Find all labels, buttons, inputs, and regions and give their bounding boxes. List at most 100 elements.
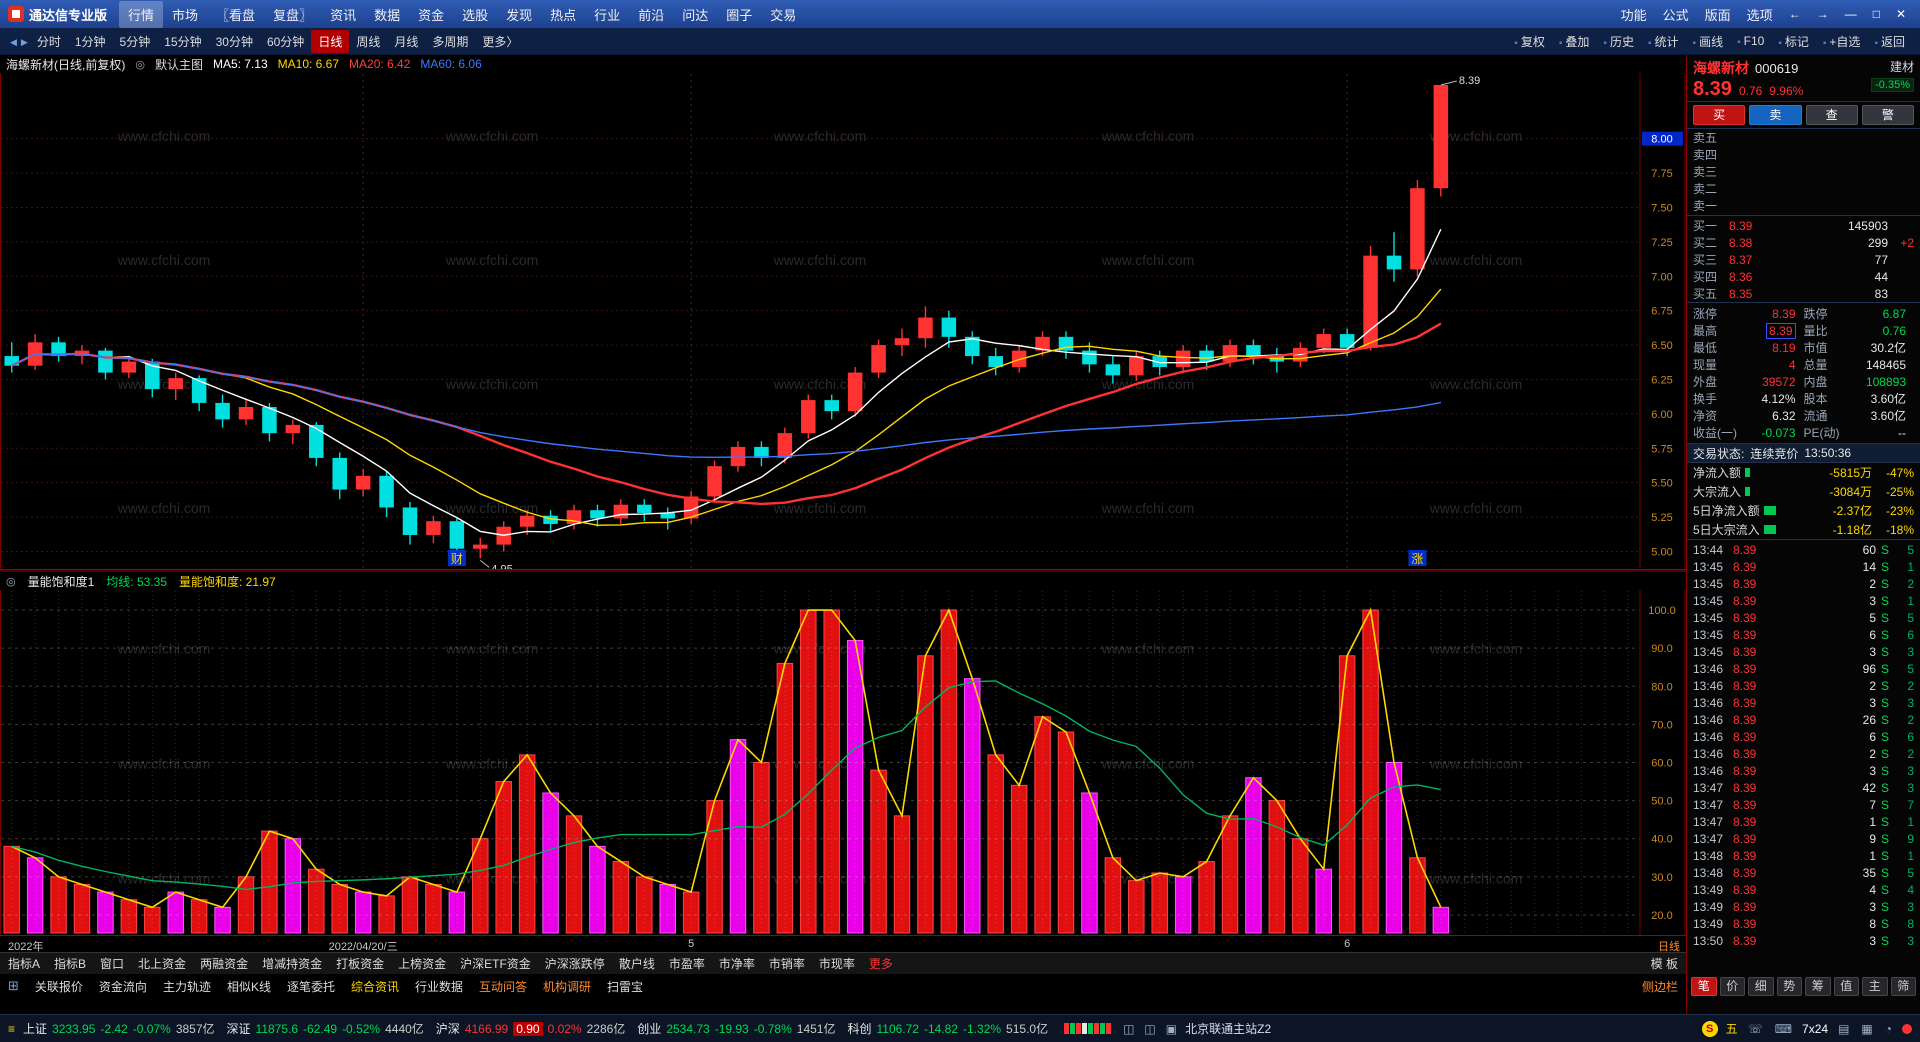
buy-button[interactable]: 买 [1693, 105, 1746, 125]
info-tab-2[interactable]: 主力轨迹 [162, 979, 211, 994]
index-上证[interactable]: 上证 3233.95 -2.42 -0.07% 3857亿 [23, 1020, 215, 1037]
menu-item-12[interactable]: 问达 [682, 7, 709, 23]
toolbar-button-1[interactable]: 叠加 [1552, 30, 1597, 53]
indicator-tab-14[interactable]: 市现率 [818, 957, 855, 971]
info-tab-7[interactable]: 互动问答 [479, 979, 528, 994]
menu-right-item-3[interactable]: 选项 [1746, 7, 1773, 23]
indicator-tab-3[interactable]: 北上资金 [138, 957, 187, 971]
menu-item-2[interactable]: 〖看盘 [216, 7, 256, 23]
indicator-tab-5[interactable]: 增减持资金 [262, 957, 323, 971]
order-book-ask-row[interactable]: 卖二 [1687, 180, 1920, 197]
period-tab-10[interactable]: 更多〉 [482, 34, 519, 49]
wu-badge[interactable]: 五 [1725, 1022, 1738, 1036]
toolbar-button-7[interactable]: +自选 [1816, 30, 1868, 53]
panel-a-icon[interactable]: ▤ [1838, 1021, 1850, 1036]
info-tab-0[interactable]: 关联报价 [34, 979, 83, 994]
sell-button[interactable]: 卖 [1749, 105, 1802, 125]
server-name[interactable]: 北京联通主站Z2 [1185, 1022, 1272, 1036]
grid-layout-icon[interactable]: ⊞ [8, 978, 19, 993]
menu-right-item-1[interactable]: 公式 [1662, 7, 1689, 23]
index-menu-icon[interactable]: ≡ [8, 1021, 16, 1036]
menu-item-13[interactable]: 圈子 [726, 7, 753, 23]
indicator-tab-10[interactable]: 散户线 [618, 957, 655, 971]
menu-right-item-2[interactable]: 版面 [1704, 7, 1731, 23]
layout-grid-icon[interactable]: ◫ [1123, 1021, 1135, 1036]
order-book-ask-row[interactable]: 卖五 [1687, 129, 1920, 146]
menu-item-3[interactable]: 复盘〗 [273, 7, 313, 23]
indicator-tab-1[interactable]: 指标B [54, 957, 87, 971]
indicator-tab-6[interactable]: 打板资金 [336, 957, 385, 971]
indicator-tab-2[interactable]: 窗口 [100, 957, 125, 971]
indicator-toggle-icon[interactable]: ◎ [6, 575, 16, 588]
tick-list[interactable]: 13:44 8.39 60 S 5 13:45 8.39 14 S 1 13:45 8.39 2 S 2 13… [1687, 539, 1920, 975]
period-tab-8[interactable]: 月线 [394, 34, 419, 49]
index-深证[interactable]: 深证 11875.6 -62.49 -0.52% 4440亿 [227, 1020, 424, 1037]
alert-button[interactable]: 警 [1861, 105, 1914, 125]
toolbar-button-8[interactable]: 返回 [1867, 30, 1912, 53]
menu-item-0[interactable]: 行情 [119, 0, 164, 28]
panel-b-icon[interactable]: ▦ [1861, 1021, 1873, 1036]
index-创业[interactable]: 创业 2534.73 -19.93 -0.78% 1451亿 [637, 1020, 835, 1037]
panel-tab-势[interactable]: 势 [1776, 977, 1802, 996]
panel-tab-筛[interactable]: 筛 [1890, 977, 1916, 996]
industry-link[interactable]: 建材 [1889, 60, 1914, 74]
indicator-tab-13[interactable]: 市销率 [768, 957, 805, 971]
info-tab-3[interactable]: 相似K线 [226, 979, 271, 994]
period-tab-6[interactable]: 日线 [311, 29, 350, 53]
order-book-bid-row[interactable]: 买四 8.36 44 [1687, 268, 1920, 285]
order-book-ask-row[interactable]: 卖三 [1687, 163, 1920, 180]
info-tab-5[interactable]: 综合资讯 [350, 979, 399, 994]
menu-item-5[interactable]: 数据 [374, 7, 401, 23]
order-book-bid-row[interactable]: 买三 8.37 77 [1687, 251, 1920, 268]
menu-item-7[interactable]: 选股 [462, 7, 489, 23]
toolbar-button-0[interactable]: 复权 [1507, 30, 1552, 53]
panel-tab-细[interactable]: 细 [1748, 977, 1774, 996]
sidebar-toggle-button[interactable]: 侧边栏 [1641, 979, 1678, 994]
next-icon[interactable]: ▶ [20, 37, 28, 47]
toolbar-button-6[interactable]: 标记 [1771, 30, 1816, 53]
close-icon[interactable]: ✕ [1895, 7, 1906, 21]
menu-item-8[interactable]: 发现 [506, 7, 533, 23]
period-tab-0[interactable]: 分时 [36, 34, 61, 49]
toolbar-button-2[interactable]: 历史 [1596, 30, 1641, 53]
period-tab-3[interactable]: 15分钟 [164, 34, 202, 49]
indicator-tab-8[interactable]: 沪深ETF资金 [460, 957, 531, 971]
period-tab-1[interactable]: 1分钟 [74, 34, 106, 49]
panel-tab-笔[interactable]: 笔 [1691, 977, 1717, 996]
indicator-tab-0[interactable]: 指标A [8, 957, 41, 971]
template-button[interactable]: 模 板 [1650, 957, 1678, 971]
overlay-name[interactable]: 默认主图 [154, 57, 203, 72]
candlestick-chart[interactable]: www.cfchi.com www.cfchi.com www.cfchi.com w… [0, 73, 1686, 570]
indicator-tab-4[interactable]: 两融资金 [200, 957, 249, 971]
indicator-tab-11[interactable]: 市盈率 [668, 957, 705, 971]
panel-tab-主[interactable]: 主 [1862, 977, 1888, 996]
index-科创[interactable]: 科创 1106.72 -14.82 -1.32% 515.0亿 [847, 1020, 1048, 1037]
order-book-bid-row[interactable]: 买一 8.39 145903 [1687, 217, 1920, 234]
panel-divider[interactable] [0, 569, 1686, 573]
menu-item-10[interactable]: 行业 [594, 7, 621, 23]
minimize-icon[interactable]: — [1844, 7, 1857, 21]
query-button[interactable]: 查 [1805, 105, 1858, 125]
indicator-tab-7[interactable]: 上榜资金 [398, 957, 447, 971]
menu-right-item-0[interactable]: 功能 [1620, 7, 1647, 23]
period-tab-2[interactable]: 5分钟 [119, 34, 151, 49]
toolbar-button-5[interactable]: F10 [1730, 31, 1771, 51]
clock-icon[interactable]: ◔ [1884, 1021, 1892, 1036]
menu-item-9[interactable]: 热点 [550, 7, 577, 23]
info-tab-1[interactable]: 资金流向 [98, 979, 147, 994]
stock-name[interactable]: 海螺新材 [1693, 60, 1749, 76]
keyboard-icon[interactable]: ⌨ [1774, 1021, 1793, 1036]
period-tab-5[interactable]: 60分钟 [266, 34, 305, 49]
notification-dot-icon[interactable] [1902, 1023, 1912, 1034]
order-book-ask-row[interactable]: 卖一 [1687, 197, 1920, 214]
info-tab-6[interactable]: 行业数据 [415, 979, 464, 994]
order-book-bid-row[interactable]: 买五 8.35 83 [1687, 285, 1920, 302]
index-沪深[interactable]: 沪深 4166.99 0.90 0.02% 2286亿 [436, 1020, 625, 1037]
menu-item-11[interactable]: 前沿 [638, 7, 665, 23]
indicator-tab-12[interactable]: 市净率 [718, 957, 755, 971]
volume-saturation-chart[interactable]: www.cfchi.com www.cfchi.com www.cfchi.com w… [0, 590, 1686, 936]
indicator-tab-9[interactable]: 沪深涨跌停 [544, 957, 605, 971]
overlay-toggle-icon[interactable]: ◎ [135, 58, 145, 71]
layout-grid2-icon[interactable]: ◫ [1144, 1021, 1156, 1036]
prev-icon[interactable]: ◀ [10, 37, 17, 47]
